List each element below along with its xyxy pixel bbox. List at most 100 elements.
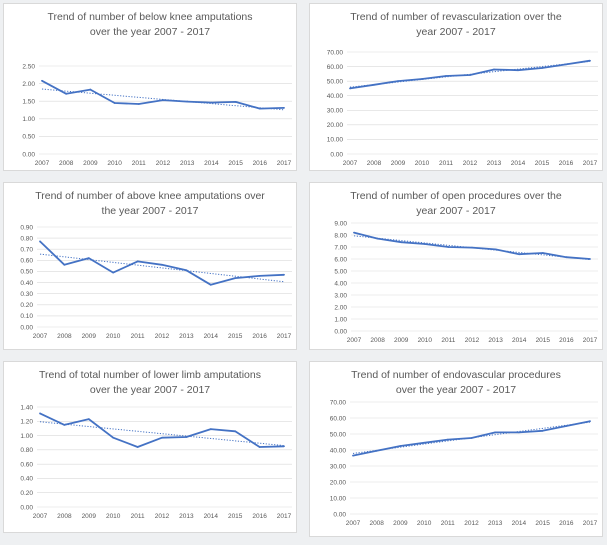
x-tick-label: 2011 — [439, 160, 453, 167]
data-point — [541, 252, 544, 254]
data-point — [376, 237, 379, 240]
y-tick-label: 10.00 — [327, 137, 344, 144]
y-tick-label: 0.00 — [333, 511, 346, 518]
y-tick-label: 5.00 — [334, 268, 347, 275]
data-point — [63, 423, 66, 426]
data-point — [541, 429, 544, 432]
chart-svg: 0.00 10.00 20.00 30.00 40.00 50.00 60.00 70.00 2… — [330, 399, 598, 527]
chart-panel-1: Trend of number of below knee amputation… — [3, 3, 297, 171]
x-tick-label: 2015 — [228, 160, 243, 167]
chart-title: Trend of number of above knee amputation… — [35, 190, 265, 217]
x-tick-label: 2008 — [57, 513, 72, 520]
data-point — [445, 75, 447, 77]
data-point — [565, 425, 568, 427]
chart-title: Trend of number of endovascular procedur… — [351, 369, 561, 396]
data-point — [209, 283, 212, 286]
x-tick-label: 2008 — [369, 520, 384, 527]
data-point — [565, 63, 567, 66]
x-tick-label: 2009 — [82, 513, 97, 520]
y-tick-label: 60.00 — [327, 64, 344, 71]
data-point — [210, 101, 213, 104]
y-tick-label: 2.00 — [334, 304, 347, 311]
y-tick-label: 6.00 — [334, 256, 347, 263]
x-tick-label: 2011 — [441, 337, 455, 344]
x-tick-label: 2012 — [155, 513, 170, 520]
x-tick-label: 2008 — [57, 333, 72, 340]
y-tick-label: 0.40 — [20, 280, 33, 287]
data-point — [258, 107, 261, 110]
data-point — [518, 431, 520, 434]
data-point — [447, 246, 450, 248]
data-point — [375, 449, 378, 452]
chart-svg: 0.00 10.00 20.00 30.00 40.00 50.00 60.00 70.00 2… — [327, 49, 598, 167]
y-tick-label: 0.60 — [20, 461, 33, 468]
y-tick-label: 0.60 — [20, 258, 33, 265]
x-tick-label: 2017 — [583, 160, 598, 167]
data-point — [234, 430, 237, 433]
x-tick-label: 2013 — [179, 333, 194, 340]
x-tick-label: 2013 — [179, 513, 194, 520]
data-point — [283, 106, 285, 109]
x-tick-label: 2014 — [511, 160, 526, 167]
data-point — [421, 78, 423, 80]
y-tick-label: 3.00 — [334, 292, 347, 299]
data-point — [65, 92, 68, 95]
x-tick-label: 2011 — [131, 333, 145, 340]
data-point — [161, 436, 163, 439]
series-line — [353, 231, 591, 260]
data-point — [234, 277, 237, 280]
x-tick-label: 2007 — [346, 520, 361, 527]
x-tick-label: 2015 — [535, 520, 550, 527]
data-point — [185, 269, 188, 272]
x-tick-label: 2014 — [512, 337, 527, 344]
x-tick-label: 2007 — [33, 333, 48, 340]
data-point — [565, 256, 568, 259]
x-tick-label: 2017 — [277, 513, 292, 520]
data-point — [113, 102, 116, 104]
x-tick-label: 2013 — [180, 160, 195, 167]
data-point — [87, 418, 90, 421]
y-tick-label: 0.00 — [22, 151, 35, 158]
chart-svg: 0.00 0.10 0.20 0.30 0.40 0.50 0.60 0.70 0.80 0.90… — [20, 224, 292, 340]
y-tick-label: 30.00 — [330, 463, 347, 470]
chart-title: Trend of number of below knee amputation… — [47, 11, 253, 38]
data-point — [589, 258, 591, 260]
y-tick-label: 4.00 — [334, 280, 347, 287]
x-tick-label: 2009 — [83, 160, 98, 167]
x-tick-label: 2017 — [277, 333, 292, 340]
chart-title: Trend of number of open procedures over … — [350, 190, 562, 217]
data-point — [136, 260, 139, 263]
data-point — [87, 257, 90, 260]
data-point — [517, 69, 519, 72]
x-tick-label: 2015 — [228, 513, 243, 520]
x-tick-label: 2016 — [252, 333, 267, 340]
x-tick-label: 2009 — [394, 337, 409, 344]
y-tick-label: 50.00 — [330, 431, 347, 438]
data-point — [161, 263, 163, 266]
data-point — [494, 248, 497, 251]
data-point — [112, 436, 115, 439]
x-tick-label: 2013 — [488, 337, 503, 344]
x-tick-label: 2008 — [370, 337, 385, 344]
y-tick-label: 10.00 — [330, 495, 347, 502]
data-point — [493, 68, 495, 71]
y-tick-label: 0.00 — [330, 151, 343, 158]
x-tick-label: 2009 — [391, 160, 406, 167]
y-tick-label: 0.30 — [20, 291, 33, 298]
y-tick-label: 1.50 — [22, 99, 35, 106]
y-tick-label: 2.00 — [22, 81, 35, 88]
y-tick-label: 1.20 — [20, 419, 33, 426]
y-tick-label: 1.00 — [20, 433, 33, 440]
chart-panel-6: Trend of number of endovascular procedur… — [309, 361, 603, 537]
y-tick-label: 7.00 — [334, 244, 347, 251]
data-point — [446, 438, 449, 441]
data-point — [399, 445, 402, 447]
data-point — [589, 420, 591, 423]
y-tick-label: 1.40 — [20, 404, 33, 411]
x-tick-label: 2010 — [106, 333, 121, 340]
x-tick-label: 2013 — [487, 160, 502, 167]
x-tick-label: 2013 — [488, 520, 503, 527]
y-tick-label: 0.80 — [20, 235, 33, 242]
data-point — [397, 80, 399, 83]
y-tick-label: 0.10 — [20, 313, 33, 320]
